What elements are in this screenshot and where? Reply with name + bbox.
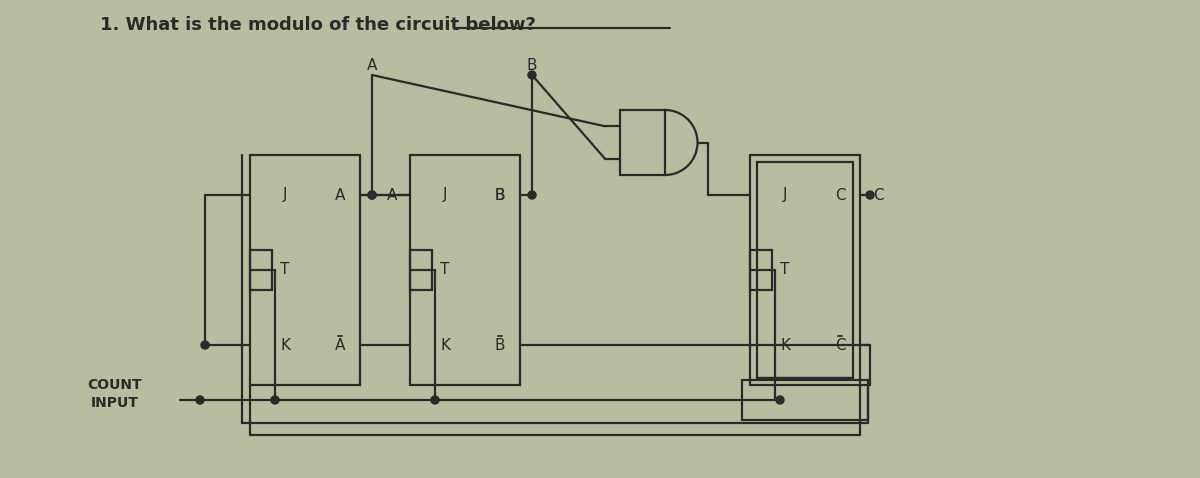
Bar	[250, 155, 360, 385]
Bar	[750, 250, 772, 290]
Circle shape	[431, 396, 439, 404]
Text: 1. What is the modulo of the circuit below?: 1. What is the modulo of the circuit bel…	[100, 16, 536, 34]
Text: K: K	[280, 337, 290, 352]
Text: A: A	[335, 187, 346, 203]
Bar	[410, 250, 432, 290]
Text: C: C	[835, 187, 845, 203]
Text: COUNT: COUNT	[88, 378, 143, 392]
Circle shape	[776, 396, 784, 404]
Text: B: B	[494, 187, 505, 203]
Text: K: K	[440, 337, 450, 352]
Text: J: J	[443, 187, 448, 203]
Circle shape	[202, 341, 209, 349]
Text: K: K	[780, 337, 790, 352]
Text: T: T	[440, 262, 450, 278]
Text: A: A	[367, 57, 377, 73]
Text: A: A	[335, 337, 346, 352]
Text: T: T	[780, 262, 790, 278]
Text: B: B	[494, 337, 505, 352]
Text: B: B	[527, 57, 538, 73]
Text: J: J	[782, 187, 787, 203]
Text: C: C	[835, 337, 845, 352]
Bar	[250, 250, 272, 290]
Text: T: T	[281, 262, 289, 278]
Circle shape	[528, 71, 536, 79]
Circle shape	[196, 396, 204, 404]
Circle shape	[368, 191, 376, 199]
Bar	[750, 155, 860, 385]
Bar	[742, 380, 868, 420]
Circle shape	[368, 191, 376, 199]
Bar	[620, 110, 665, 175]
Circle shape	[866, 191, 874, 199]
Text: C: C	[872, 187, 883, 203]
Text: INPUT: INPUT	[91, 396, 139, 410]
Text: B: B	[494, 187, 505, 203]
Circle shape	[528, 191, 536, 199]
Bar	[410, 155, 520, 385]
Text: A: A	[386, 187, 397, 203]
Bar	[757, 162, 853, 378]
Text: J: J	[283, 187, 287, 203]
Circle shape	[271, 396, 278, 404]
